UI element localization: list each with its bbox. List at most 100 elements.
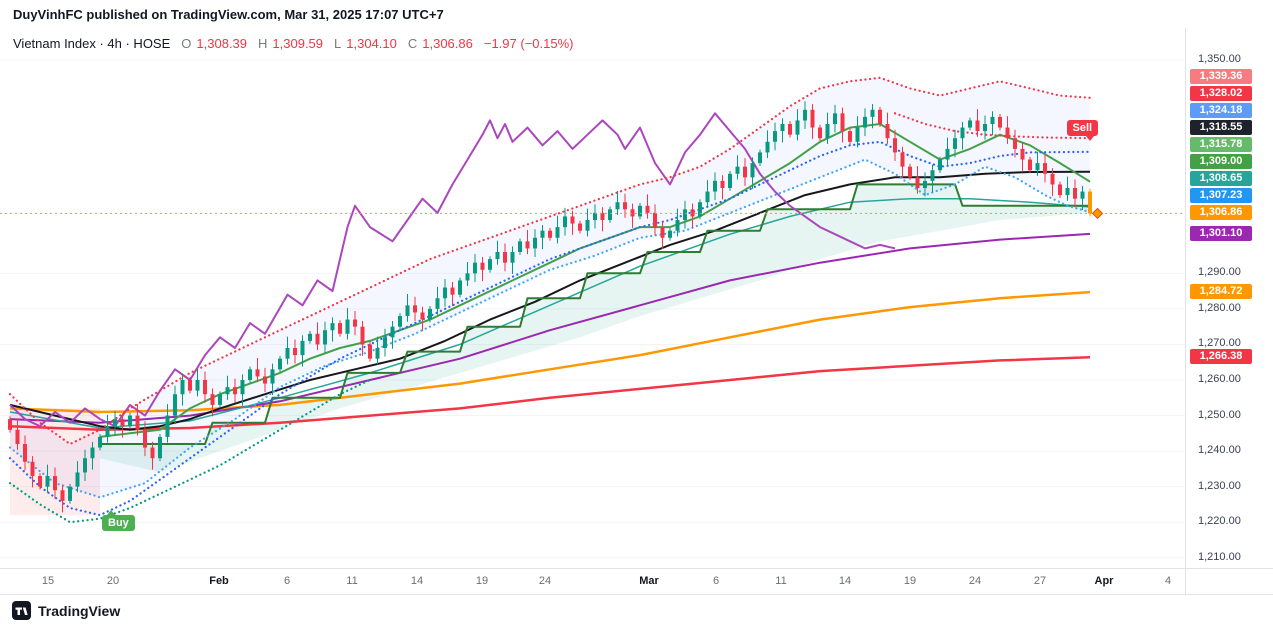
candle-body [743,166,747,178]
candle-body [825,124,830,139]
candle-body [900,152,905,167]
candle-body [240,380,245,395]
candle-body [668,230,672,238]
indicator-price-badge: 1,301.10 [1190,225,1252,241]
candle-body [518,241,522,253]
time-axis-label: 14 [410,575,424,587]
candle-body [210,394,215,405]
candle-body [315,333,320,345]
candle-body [330,323,335,331]
indicator-price-badge: 1,309.00 [1190,154,1252,170]
candle-body [60,490,65,501]
price-axis-tick: 1,280.00 [1198,301,1241,314]
candle-body [23,444,27,462]
candle-body [1028,159,1032,171]
candle-body [495,252,500,260]
candle-body [128,415,132,427]
candle-body [83,458,87,473]
candle-body [105,426,110,437]
candle-body [510,252,515,263]
candle-body [278,358,282,370]
candle-body [540,230,545,238]
candle-body [998,116,1002,128]
price-scale-border [1185,28,1186,594]
time-axis-label: 6 [712,575,720,587]
low-value: 1,304.10 [346,36,397,51]
candle-body [195,380,200,391]
candle-body [458,280,462,295]
tradingview-brand-text[interactable]: TradingView [38,602,121,619]
price-axis-tick: 1,210.00 [1198,550,1241,563]
candle-body [638,205,642,217]
price-scale[interactable]: 1,350.00 1,290.00 1,280.00 1,270.00 1,260.00… [1186,28,1273,568]
time-axis-label: 14 [838,575,852,587]
candle-body [915,177,920,189]
indicator-price-badge: 1,328.02 [1190,86,1252,102]
candle-body [165,415,170,437]
candle-body [1080,191,1085,199]
price-chart[interactable]: Vietnam Index · 4h · HOSE O 1,308.39 H 1… [0,28,1185,568]
candle-body [233,387,237,395]
candle-body [488,259,492,270]
candle-body [818,127,822,139]
indicator-price-badge: 1,266.38 [1190,349,1252,365]
sell-signal-marker: Sell [1066,120,1099,142]
candle-body [90,447,95,459]
candle-body [750,163,755,178]
indicator-price-badge: 1,307.23 [1190,188,1252,204]
band-green-cloud [100,184,1090,473]
candle-body [1013,138,1017,149]
candle-body [1020,148,1025,160]
time-axis-label: 19 [903,575,917,587]
candle-body [413,305,417,313]
candle-body [218,394,222,405]
candle-body [983,124,987,132]
time-axis-label: 20 [106,575,120,587]
candle-body [45,476,50,487]
overlay-green_dots [8,378,372,524]
symbol-legend: Vietnam Index · 4h · HOSE O 1,308.39 H 1… [13,36,573,51]
price-axis-tick: 1,250.00 [1198,408,1241,421]
candle-body [728,173,732,189]
candle-body [870,109,875,117]
candle-body [653,212,657,228]
candle-body [158,436,162,459]
candle-body [600,212,605,221]
candle-body [465,273,470,281]
indicator-price-badge: 1,339.36 [1190,69,1252,85]
candle-body [780,124,785,132]
candle-body [1058,184,1062,196]
candle-body [135,415,140,430]
tradingview-logo-icon[interactable] [12,601,31,620]
candle-body [930,170,935,181]
candle-body [563,216,567,228]
overlay-red_ma [9,356,1091,432]
candle-body [113,419,117,427]
candle-body [945,148,950,160]
indicator-price-badge: 1,284.72 [1190,284,1252,300]
candle-body [443,287,447,299]
candle-body [555,227,560,238]
indicator-price-badge: 1,308.65 [1190,171,1252,187]
publisher-text: DuyVinhFC published on TradingView.com, … [13,6,444,22]
time-axis[interactable]: 15 20 Feb 6 11 14 19 24 Mar 6 11 14 19 24 27 Apr 4 [0,568,1273,594]
candlestick-chart-canvas[interactable] [0,28,1185,568]
overlay-blue_dots [8,140,1092,517]
high-value: 1,309.59 [272,36,324,51]
candle-body [450,287,455,295]
candle-body [765,141,770,153]
time-axis-label: 27 [1033,575,1047,587]
candle-body [263,376,267,384]
candle-body [435,298,440,309]
open-value: 1,308.39 [196,36,248,51]
candle-body [698,202,702,217]
candle-body [773,131,777,142]
time-axis-label: 11 [775,575,787,587]
time-axis-label: 24 [968,575,982,587]
overlay-red_dots [8,76,1092,446]
buy-signal-marker: Buy [102,510,135,532]
candle-body [968,120,972,128]
candle-body [578,223,582,231]
change-value: −1.97 (−0.15%) [483,36,574,51]
candle-body [1065,188,1070,196]
